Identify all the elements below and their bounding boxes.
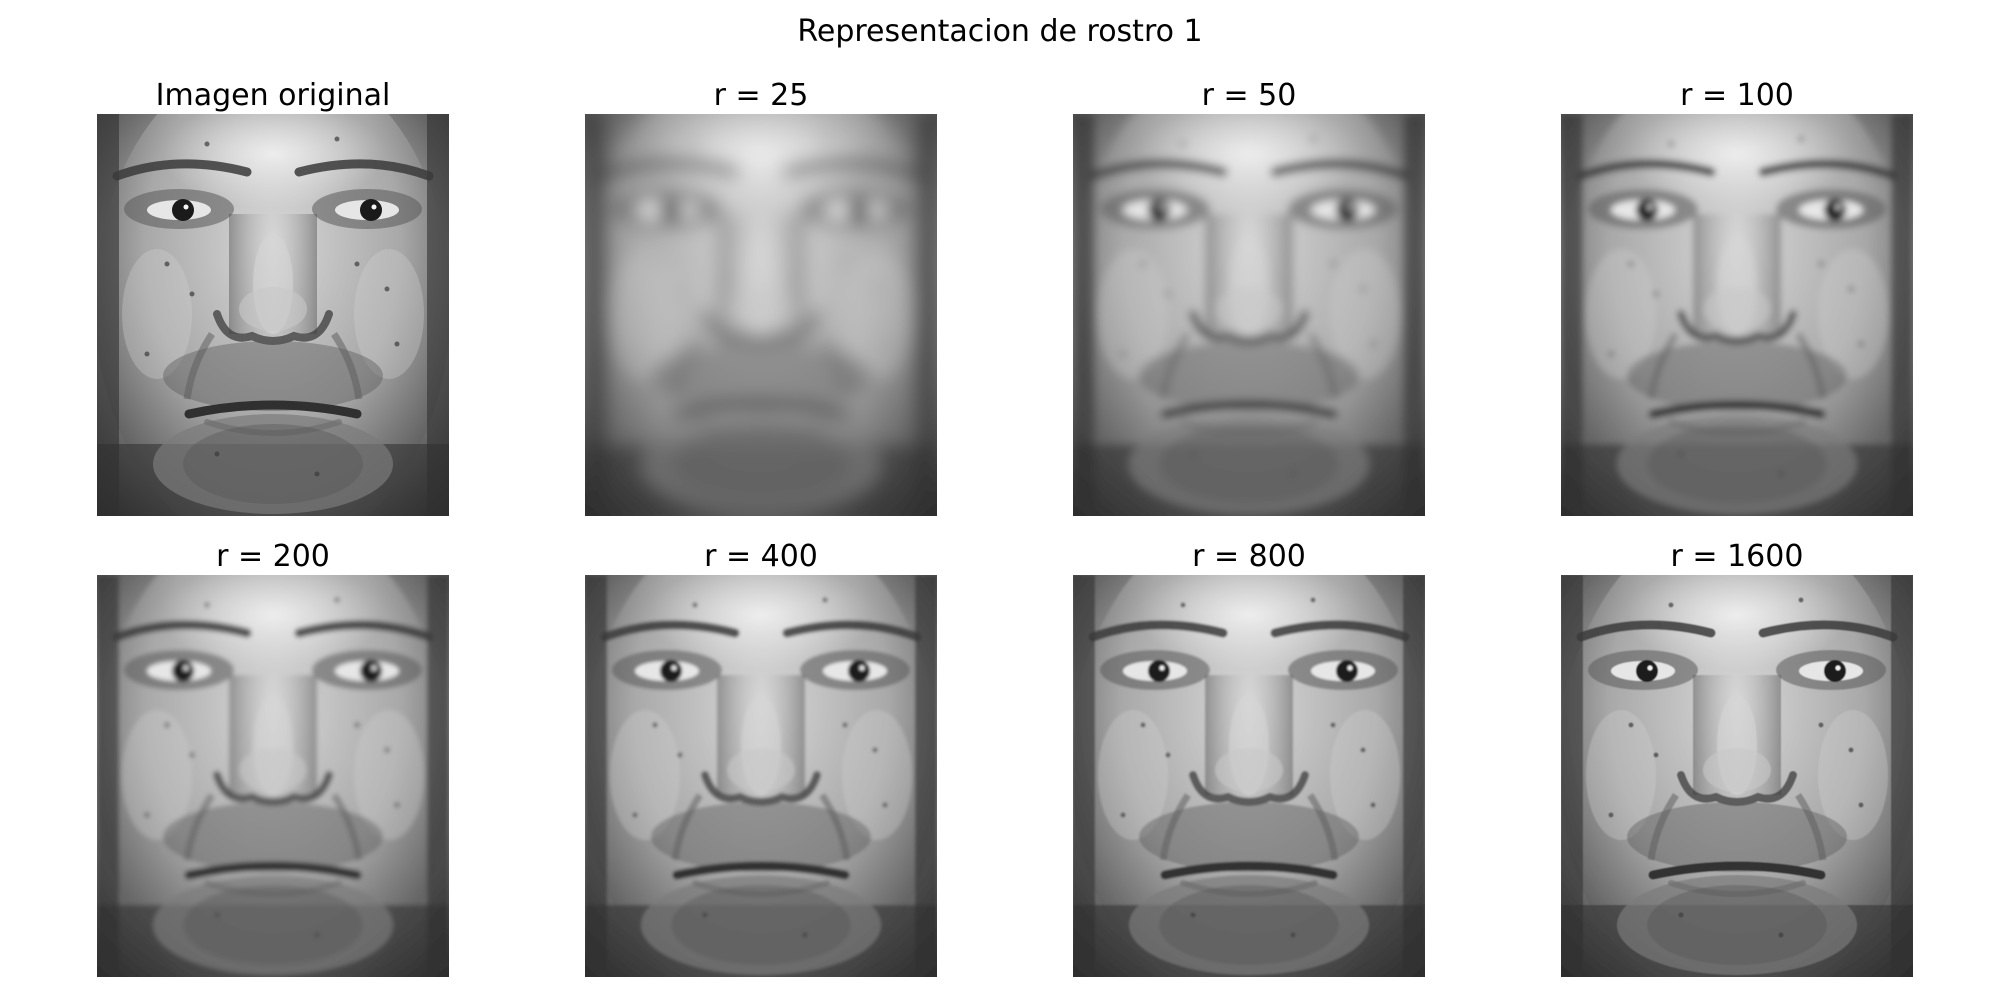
panel-r800: r = 800 [1073, 539, 1425, 977]
face-photo [585, 575, 937, 977]
panel-title: r = 100 [1680, 78, 1794, 113]
face-photo [1073, 114, 1425, 516]
panel-title: r = 50 [1201, 78, 1297, 113]
panel-title: r = 400 [704, 539, 818, 574]
face-photo [1561, 114, 1913, 516]
face-photo [97, 575, 449, 977]
face-image-r200 [97, 575, 449, 977]
face-image-r400 [585, 575, 937, 977]
face-image-r100 [1561, 114, 1913, 516]
face-photo [1561, 575, 1913, 977]
figure-title: Representacion de rostro 1 [797, 14, 1203, 49]
face-image-r1600 [1561, 575, 1913, 977]
face-image-r25 [585, 114, 937, 516]
panel-r100: r = 100 [1561, 78, 1913, 516]
face-photo [1073, 575, 1425, 977]
face-photo [585, 114, 937, 516]
panel-r1600: r = 1600 [1561, 539, 1913, 977]
panel-original: Imagen original [97, 78, 449, 516]
panel-title: r = 25 [713, 78, 809, 113]
face-image-original [97, 114, 449, 516]
panel-r400: r = 400 [585, 539, 937, 977]
panel-r25: r = 25 [585, 78, 937, 516]
face-image-r800 [1073, 575, 1425, 977]
panel-title: r = 1600 [1670, 539, 1804, 574]
panel-title: Imagen original [155, 78, 391, 113]
panel-title: r = 200 [216, 539, 330, 574]
face-image-r50 [1073, 114, 1425, 516]
panel-r200: r = 200 [97, 539, 449, 977]
panel-r50: r = 50 [1073, 78, 1425, 516]
face-photo [97, 114, 449, 516]
panel-title: r = 800 [1192, 539, 1306, 574]
